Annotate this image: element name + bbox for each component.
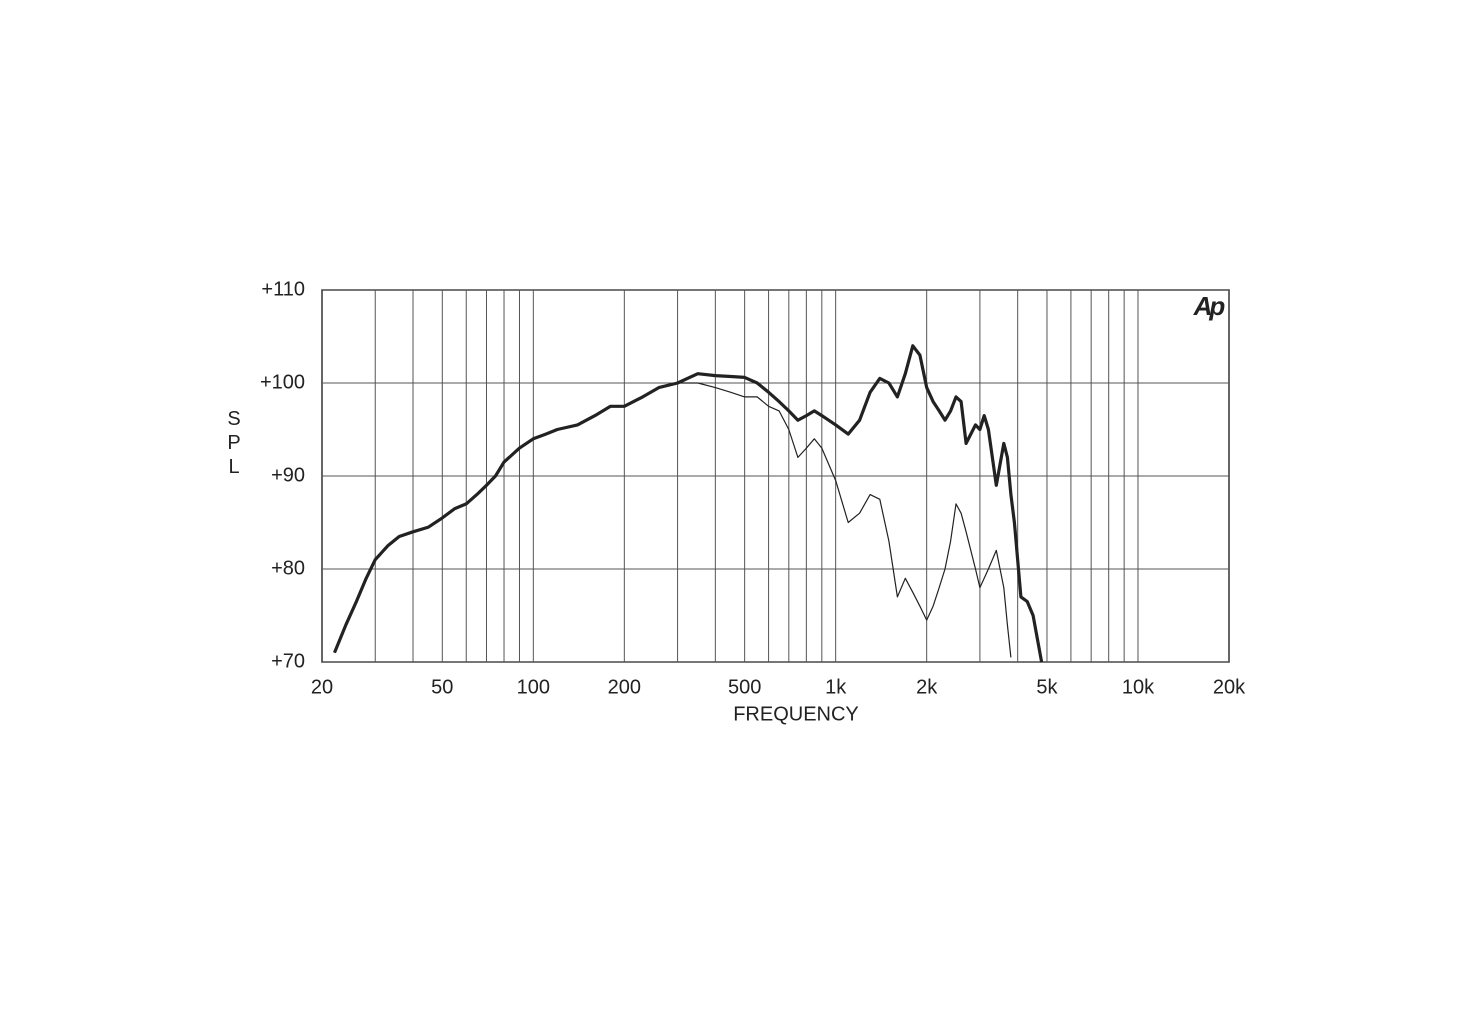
y-tick-label: +100 (260, 371, 305, 393)
y-tick-label: +90 (271, 464, 305, 486)
line-series (333, 382, 1012, 658)
x-tick-label: 2k (916, 676, 938, 698)
x-tick-label: 100 (517, 676, 550, 698)
x-tick-label: 5k (1036, 676, 1058, 698)
x-tick-label: 500 (728, 676, 761, 698)
y-tick-label: +80 (271, 557, 305, 579)
x-tick-label: 10k (1122, 676, 1155, 698)
x-tick-label: 1k (825, 676, 847, 698)
x-tick-label: 200 (608, 676, 641, 698)
logo: Ap (1193, 291, 1226, 321)
y-axis-title: SPL (223, 408, 245, 480)
x-axis-title: FREQUENCY (733, 703, 859, 725)
y-tick-label: +70 (271, 650, 305, 672)
x-tick-label: 20 (311, 676, 333, 698)
x-tick-label: 50 (431, 676, 453, 698)
x-tick-label: 20k (1213, 676, 1246, 698)
line-series (333, 344, 1044, 663)
y-tick-label: +110 (261, 278, 305, 300)
